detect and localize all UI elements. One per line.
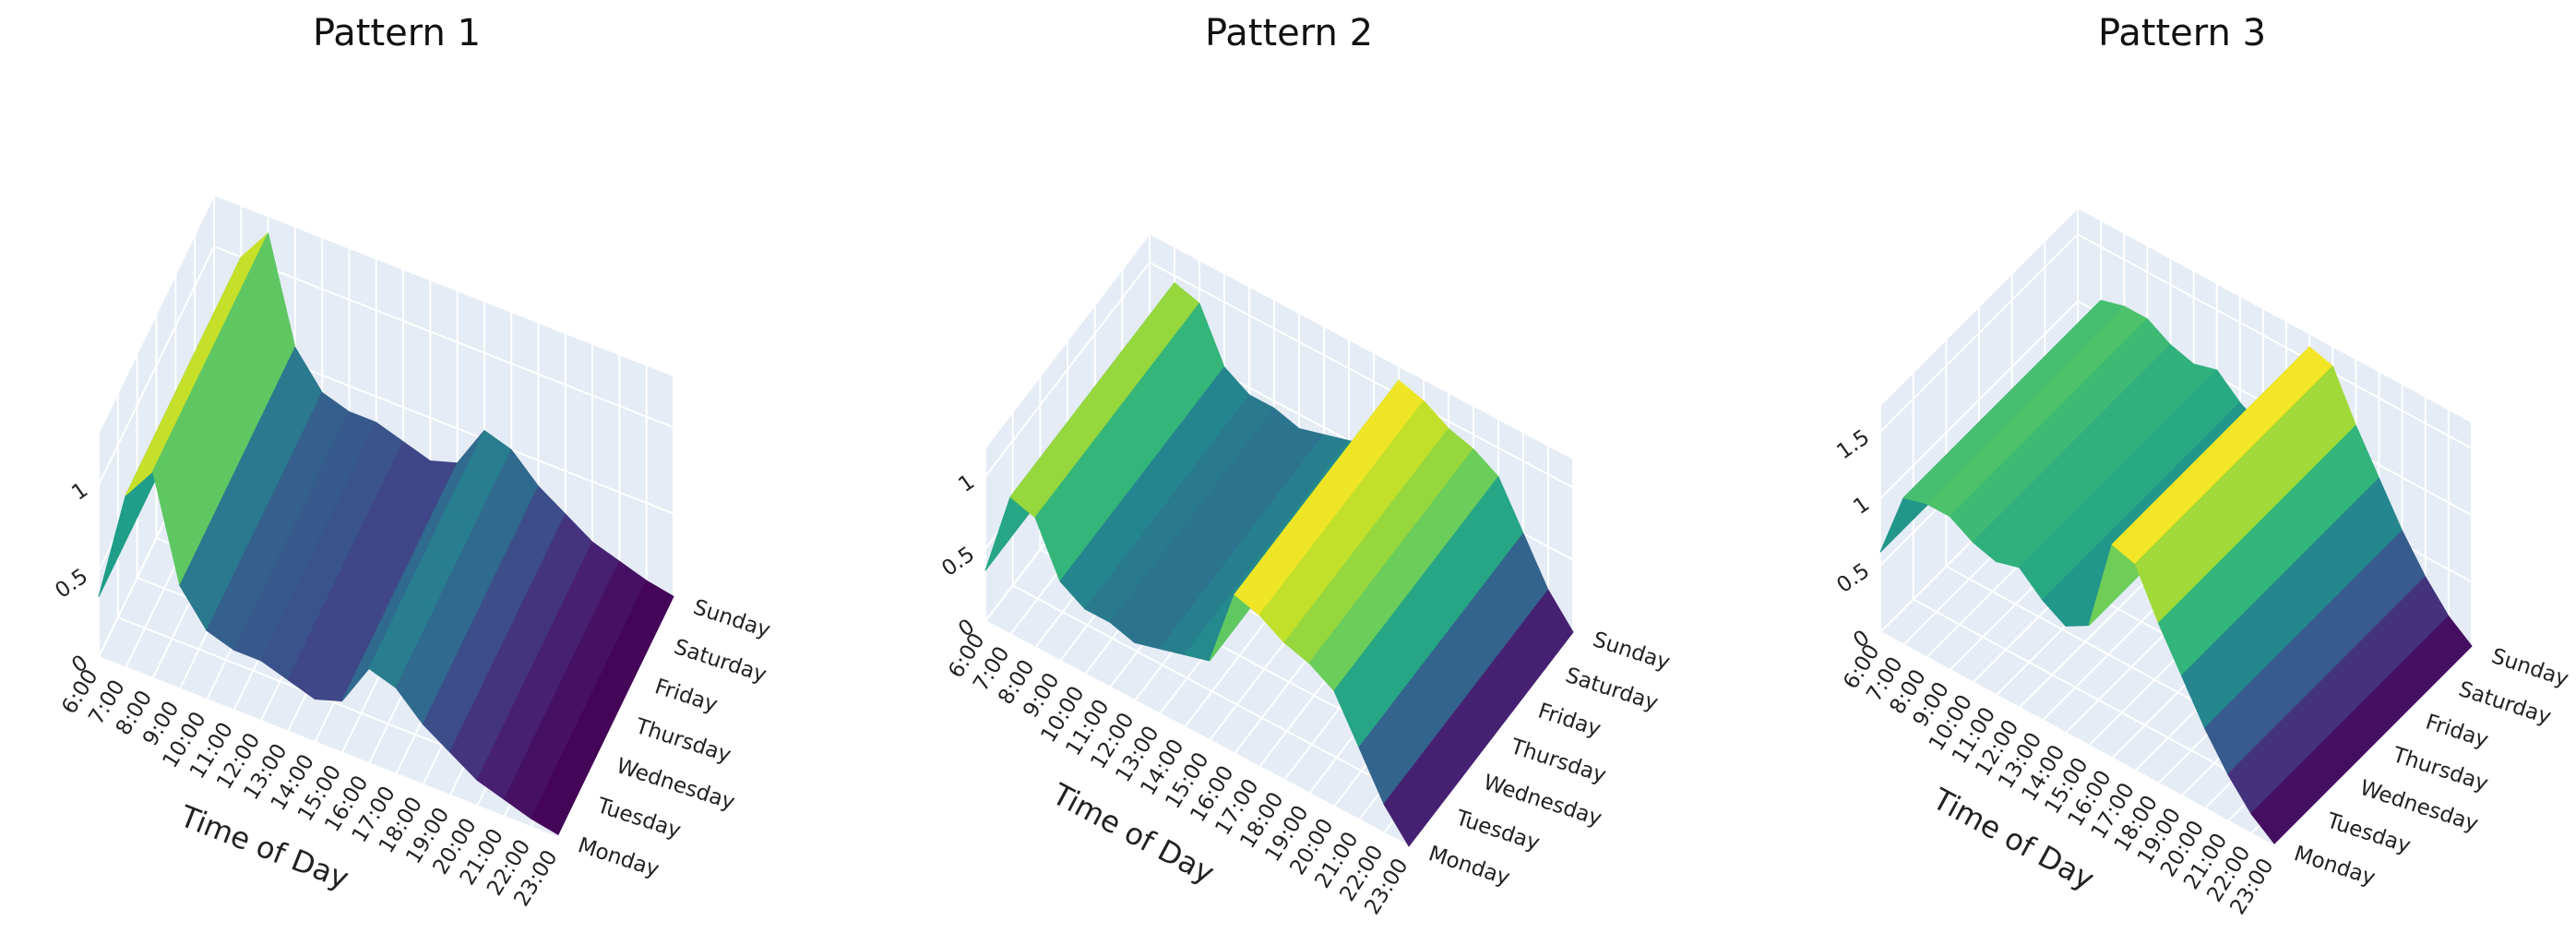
z-grid-line: [1149, 261, 1574, 489]
z-grid-line: [213, 245, 674, 429]
z-grid-line: [1879, 300, 2079, 500]
z-tick-label: 1: [67, 478, 92, 506]
x-axis-title: Time of Day: [1926, 781, 2100, 897]
z-tick-label: 0.5: [51, 564, 92, 603]
z-tick-label: 0.5: [1832, 559, 1874, 598]
y-tick-label: Thursday: [1507, 735, 1609, 788]
floor-grid-line: [98, 656, 559, 839]
y-tick-label: Saturday: [2455, 677, 2554, 730]
y-tick-label: Sunday: [690, 595, 773, 642]
z-tick-label: 0.5: [937, 543, 979, 581]
z-grid-line: [1879, 233, 2079, 433]
surface-cell: [531, 778, 578, 835]
z-tick-label: 1: [954, 470, 979, 497]
floor-grid-line: [1012, 584, 1437, 812]
y-tick-label: Tuesday: [593, 794, 684, 843]
y-tick-label: Monday: [575, 833, 662, 882]
y-tick-label: Friday: [2423, 710, 2491, 752]
y-tick-label: Saturday: [671, 635, 769, 688]
z-grid-line: [984, 261, 1151, 477]
z-grid-line: [98, 245, 215, 485]
surface-cell: [1383, 768, 1437, 847]
y-tick-label: Tuesday: [2323, 808, 2414, 858]
x-axis-title: Time of Day: [1046, 776, 1221, 891]
surface-panel: Pattern 200.516:007:008:009:0010:0011:00…: [937, 12, 1673, 919]
surface-panel: Pattern 300.511.56:007:008:009:0010:0011…: [1832, 12, 2571, 919]
y-tick-label: Friday: [651, 675, 720, 717]
z-grid-line: [2077, 233, 2473, 449]
y-tick-label: Monday: [2291, 842, 2378, 891]
floor-grid-line: [984, 620, 1410, 847]
floor-grid-line: [1879, 631, 2275, 847]
surface-cell: [2250, 780, 2308, 844]
z-tick-label: 1.5: [1832, 425, 1874, 464]
y-tick-label: Sunday: [1590, 628, 1673, 675]
y-tick-label: Thursday: [632, 714, 734, 768]
y-tick-label: Monday: [1425, 842, 1512, 891]
chart-title: Pattern 3: [2098, 12, 2266, 54]
y-tick-label: Friday: [1535, 699, 1604, 741]
y-tick-label: Sunday: [2488, 644, 2571, 691]
chart-title: Pattern 2: [1205, 12, 1373, 54]
y-tick-label: Tuesday: [1452, 806, 1543, 855]
y-tick-label: Saturday: [1562, 664, 1661, 716]
chart-title: Pattern 1: [313, 12, 481, 54]
surface-panel: Pattern 100.516:007:008:009:0010:0011:00…: [51, 12, 773, 911]
z-tick-label: 1: [1849, 492, 1874, 520]
